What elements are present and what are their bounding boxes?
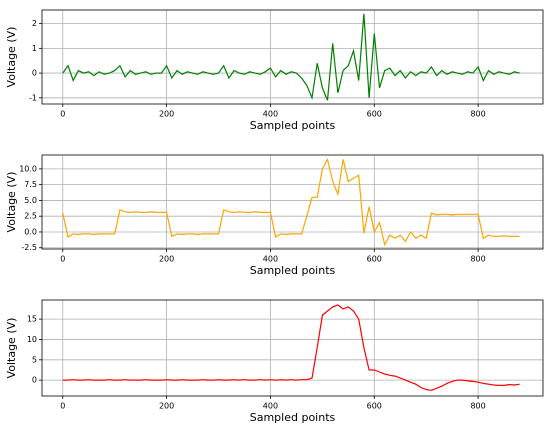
x-tick-label: 800: [470, 255, 485, 264]
x-tick-label: 800: [470, 402, 485, 411]
y-tick-label: 0.0: [24, 227, 37, 236]
y-axis-label: Voltage (V): [5, 27, 18, 88]
y-tick-label: 2: [32, 19, 37, 28]
y-tick-label: 5.0: [24, 196, 37, 205]
x-axis-label: Sampled points: [250, 411, 336, 424]
x-tick-label: 200: [159, 110, 174, 119]
signal-line: [62, 304, 520, 391]
y-tick-label: 7.5: [24, 180, 37, 189]
signal-line: [62, 13, 520, 101]
y-tick-label: 10: [27, 335, 37, 344]
x-tick-label: 400: [263, 110, 278, 119]
axes-frame: [41, 154, 544, 250]
y-tick-label: 1: [32, 44, 37, 53]
x-tick-label: 800: [470, 110, 485, 119]
x-tick-label: 600: [367, 255, 382, 264]
y-axis-label: Voltage (V): [5, 172, 18, 233]
x-tick-label: 600: [367, 402, 382, 411]
x-tick-label: 200: [159, 402, 174, 411]
x-tick-label: 0: [60, 255, 65, 264]
y-tick-label: -2.5: [21, 243, 37, 252]
axes-frame: [41, 299, 544, 397]
y-tick-label: 5: [32, 355, 37, 364]
signal-line: [62, 157, 520, 247]
y-axis-label: Voltage (V): [5, 318, 18, 379]
axes-frame: [41, 9, 544, 105]
y-tick-label: 15: [27, 315, 37, 324]
y-tick-label: 0: [32, 376, 37, 385]
x-axis-label: Sampled points: [250, 119, 336, 132]
y-tick-label: 2.5: [24, 212, 37, 221]
y-tick-label: -1: [29, 93, 37, 102]
y-tick-label: 0: [32, 69, 37, 78]
x-tick-label: 600: [367, 110, 382, 119]
x-tick-label: 400: [263, 402, 278, 411]
x-tick-label: 0: [60, 110, 65, 119]
x-tick-label: 200: [159, 255, 174, 264]
x-axis-label: Sampled points: [250, 264, 336, 277]
x-tick-label: 400: [263, 255, 278, 264]
y-tick-label: 10.0: [19, 164, 37, 173]
x-tick-label: 0: [60, 402, 65, 411]
